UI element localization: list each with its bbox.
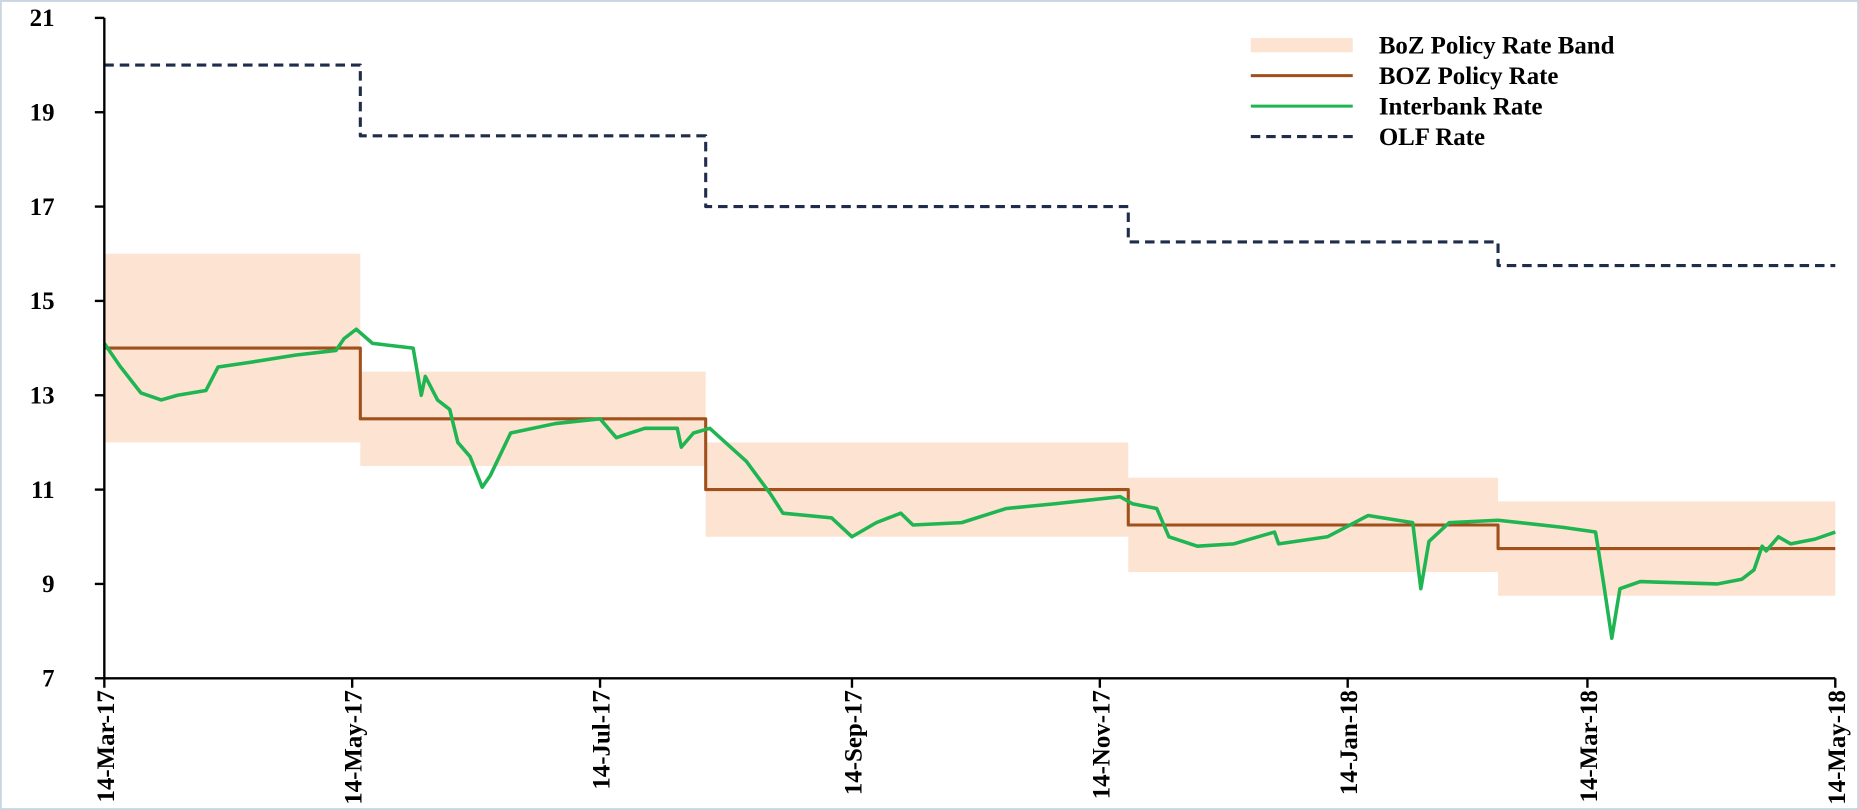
x-tick-label: 14-Mar-18 [1576, 690, 1603, 802]
x-tick-label: 14-Jan-18 [1336, 690, 1363, 795]
y-tick-label: 11 [31, 477, 55, 504]
policy-band [104, 253, 1836, 596]
x-tick-label: 14-Jul-17 [589, 690, 616, 790]
y-tick-label: 13 [30, 383, 55, 410]
x-tick-label: 14-Nov-17 [1088, 690, 1115, 799]
legend-swatch [1250, 38, 1353, 53]
x-tick-label: 14-May-18 [1824, 690, 1851, 805]
legend-label: BOZ Policy Rate [1379, 63, 1559, 90]
x-tick-label: 14-May-17 [341, 690, 368, 805]
y-tick-label: 15 [30, 288, 55, 315]
y-tick-label: 21 [30, 5, 55, 32]
series-line [102, 327, 1836, 640]
series-line [104, 346, 1836, 551]
y-tick-label: 19 [30, 100, 55, 127]
y-tick-label: 9 [42, 571, 54, 598]
legend-label: OLF Rate [1379, 124, 1485, 151]
x-tick-label: 14-Mar-17 [93, 690, 120, 802]
plot-area: 7 9 11 13 15 17 19 21 14-Mar-17 14-May-17 14-Jul-1… [30, 5, 1851, 805]
legend-label: BoZ Policy Rate Band [1379, 32, 1615, 59]
x-tick-label: 14-Sep-17 [840, 690, 867, 795]
legend-label: Interbank Rate [1379, 93, 1543, 120]
y-tick-label: 7 [42, 666, 54, 693]
y-tick-label: 17 [30, 194, 55, 221]
